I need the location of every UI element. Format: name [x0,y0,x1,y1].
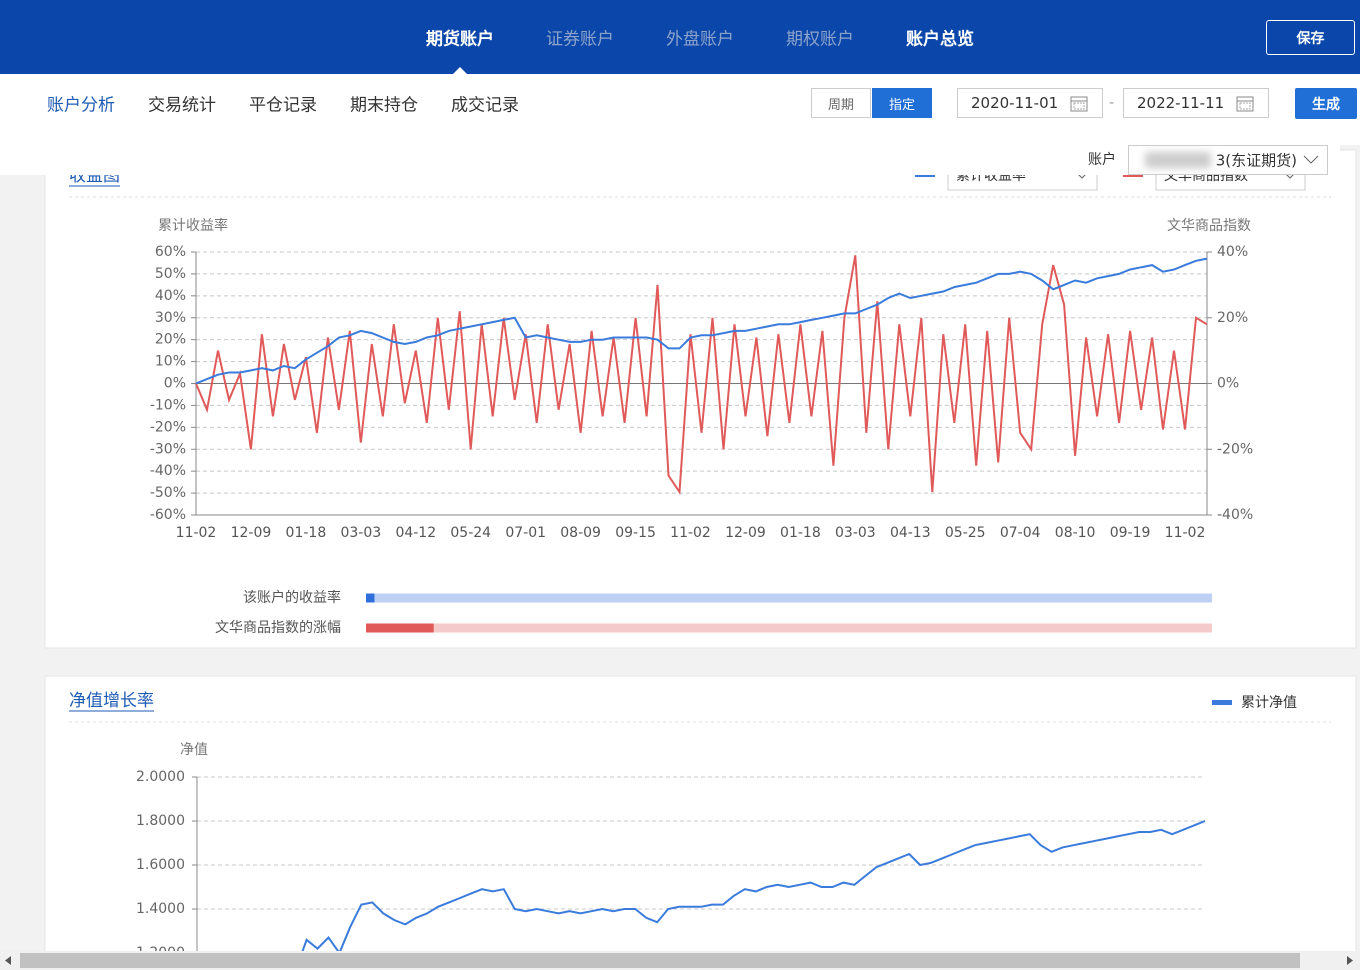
account-label: 账户 [1088,152,1116,168]
y-tick-label: 10% [155,354,186,370]
y2-tick-label: 20% [1217,310,1248,326]
y-tick-label: -30% [150,441,186,457]
nav-tab[interactable]: 期权账户 [786,29,854,50]
y2-tick-label: -40% [1217,507,1253,523]
blurred-name [1145,152,1211,168]
x-tick-label: 11-02 [670,525,711,541]
x-tick-label: 01-18 [780,525,821,541]
account-select[interactable]: 3(东证期货) [1128,145,1328,175]
y-tick-label: 30% [155,310,186,326]
nav-tab[interactable]: 期货账户 [426,29,494,50]
start-date[interactable]: 2020-11-01 [957,88,1103,118]
y-tick-label: 1.4000 [136,901,185,917]
x-tick-label: 05-24 [450,525,491,541]
date-separator: - [1109,95,1115,111]
x-tick-label: 04-12 [395,525,436,541]
series-line [195,255,1208,495]
start-date-text: 2020-11-01 [971,94,1059,112]
y-tick-label: -60% [150,507,186,523]
x-tick-label: 09-15 [615,525,656,541]
comparison-track [366,623,1212,633]
x-tick-label: 08-09 [560,525,601,541]
x-tick-label: 07-01 [505,525,546,541]
comparison-bar [366,623,434,633]
card-title: 净值增长率 [69,691,154,711]
sub-tab[interactable]: 平仓记录 [249,95,317,116]
calendar-icon [1070,96,1088,112]
x-tick-label: 04-13 [890,525,931,541]
y-tick-label: -40% [150,463,186,479]
comparison-label: 文华商品指数的涨幅 [215,620,341,636]
card [44,675,1357,970]
sub-tab[interactable]: 交易统计 [148,95,216,116]
calendar-icon [1236,96,1254,112]
top-bar: 期货账户 证券账户 外盘账户 期权账户 账户总览 保存 [0,0,1360,74]
y-tick-label: 1.2000 [136,945,185,961]
y-tick-label: 20% [155,332,186,348]
y-tick-label: 60% [155,244,186,260]
scroll-thumb[interactable] [20,953,1300,968]
chevron [1303,155,1319,164]
x-tick-label: 11-02 [176,525,217,541]
x-tick-label: 12-09 [231,525,272,541]
x-tick-label: 05-25 [945,525,986,541]
account-row [0,145,1340,175]
y-tick-label: 1.8000 [136,813,185,829]
y-tick-label: -50% [150,485,186,501]
comparison-label: 该账户的收益率 [243,589,341,606]
y-tick-label: 2.0000 [136,769,185,785]
nav-tab[interactable]: 证券账户 [546,29,614,50]
end-date-text: 2022-11-11 [1137,94,1225,112]
comparison-bar [366,593,375,603]
y-axis-title: 累计收益率 [158,217,228,234]
end-date[interactable]: 2022-11-11 [1123,88,1269,118]
y-tick-label: 50% [155,266,186,282]
series-line [195,257,1208,385]
scrollbar[interactable] [0,951,1360,970]
sub-tab[interactable]: 成交记录 [451,95,519,116]
y-tick-label: 1.6000 [136,857,185,873]
legend-swatch [1212,700,1232,705]
y-tick-label: -20% [150,419,186,435]
y-tick-label: 0% [164,376,186,392]
y2-axis-title: 文华商品指数 [1167,218,1251,234]
y2-tick-label: -20% [1217,441,1253,457]
scroll-left[interactable] [4,956,12,965]
x-tick-label: 03-03 [835,525,876,541]
card [44,149,1357,649]
mode-toggle[interactable]: 周期 [811,88,871,118]
sub-tab[interactable]: 期末持仓 [350,95,418,116]
generate-button[interactable]: 生成 [1295,88,1357,119]
x-tick-label: 03-03 [340,525,381,541]
x-tick-label: 11-02 [1165,525,1206,541]
scroll-right[interactable] [1346,956,1354,965]
sub-tab[interactable]: 账户分析 [47,95,115,116]
y-axis-title: 净值 [180,742,208,758]
y-tick-label: 40% [155,288,186,304]
x-tick-label: 07-04 [1000,525,1041,541]
save-button[interactable]: 保存 [1266,20,1355,55]
nav-tab[interactable]: 账户总览 [906,29,974,50]
x-tick-label: 08-10 [1055,525,1096,541]
active-caret [453,67,467,74]
y-tick-label: -10% [150,397,186,413]
y2-tick-label: 40% [1217,244,1248,260]
series-line [301,820,1206,951]
comparison-track [366,593,1212,603]
legend-label: 累计净值 [1241,695,1297,711]
mode-toggle[interactable]: 指定 [872,88,932,118]
x-tick-label: 09-19 [1110,525,1151,541]
account-value: 3(东证期货) [1215,151,1297,170]
x-tick-label: 01-18 [286,525,327,541]
y2-tick-label: 0% [1217,376,1239,392]
nav-tab[interactable]: 外盘账户 [666,29,734,50]
x-tick-label: 12-09 [725,525,766,541]
